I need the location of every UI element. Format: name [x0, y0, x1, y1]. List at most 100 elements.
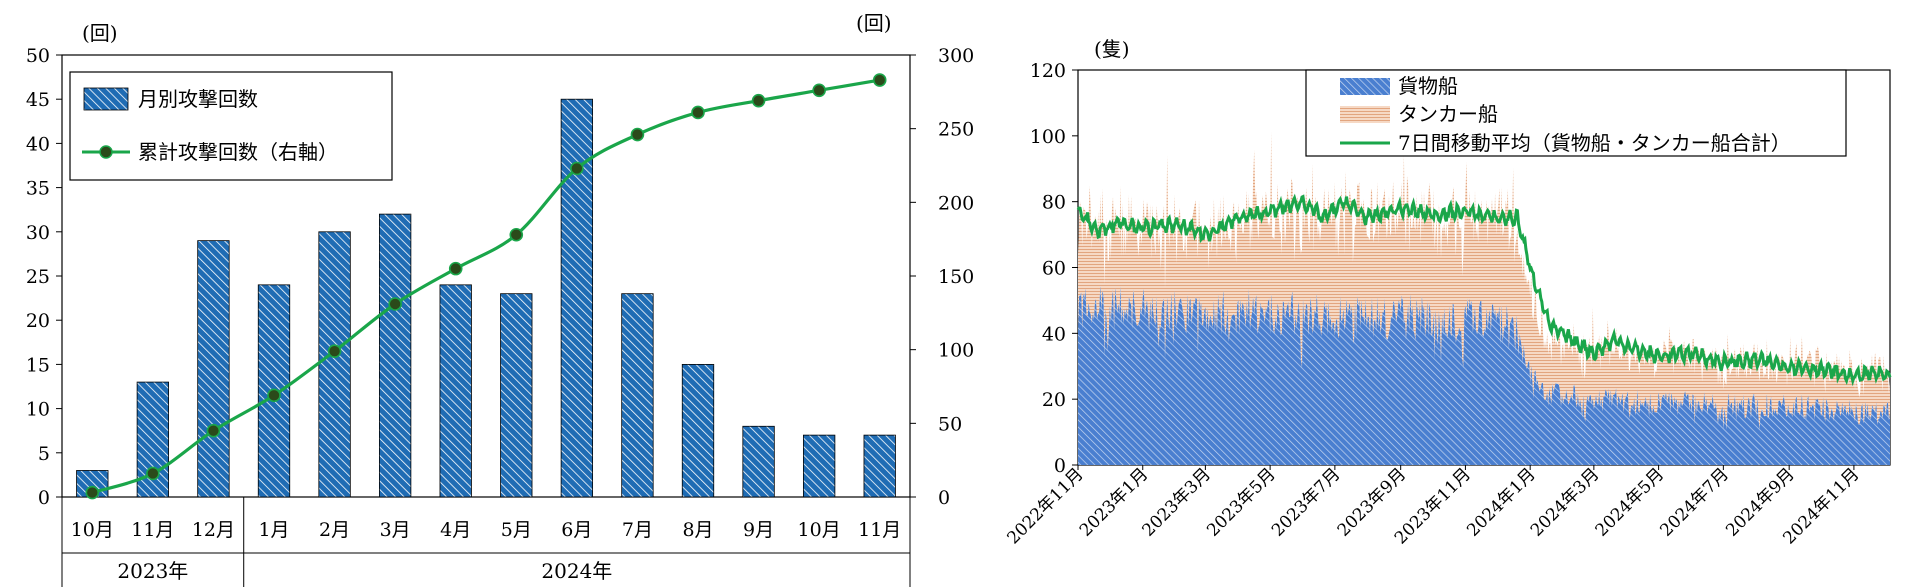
legend-cargo-label: 貨物船	[1398, 74, 1458, 98]
line-marker	[388, 297, 402, 311]
x-tick-label: 11月	[858, 519, 901, 541]
x-tick-label: 1月	[258, 519, 289, 541]
x-tick-label: 2024年3月	[1527, 464, 1603, 540]
y-tick-label: 0	[38, 487, 50, 509]
bar	[681, 363, 715, 498]
stacked-area-series	[1078, 131, 1890, 465]
bar	[742, 425, 775, 498]
bar	[802, 434, 836, 498]
legend-ma-label: 7日間移動平均（貨物船・タンカー船合計）	[1398, 131, 1791, 155]
line-marker	[509, 227, 524, 242]
line-marker	[85, 485, 100, 500]
y-tick-label: 10	[26, 399, 50, 421]
y-tick-label: 120	[1030, 60, 1066, 82]
left-y-unit: (回)	[82, 21, 118, 45]
y-tick-label: 0	[1054, 455, 1066, 477]
bar	[500, 293, 533, 498]
bar	[197, 240, 230, 498]
y-tick-label: 20	[26, 310, 50, 332]
y2-tick-label: 250	[938, 119, 974, 141]
x-tick-label: 9月	[743, 519, 774, 541]
left-legend: 月別攻撃回数 累計攻撃回数（右軸）	[69, 71, 393, 181]
bar	[621, 293, 654, 498]
x-tick-label: 10月	[71, 519, 114, 541]
x-tick-label: 8月	[682, 519, 713, 541]
line-marker	[812, 83, 826, 98]
date-axis-labels: 2022年11月2023年1月2023年3月2023年5月2023年7月2023…	[1003, 464, 1863, 548]
line-marker	[146, 466, 160, 481]
ship-transits-chart: (隻) 0 20 40 60 80 100 120 2022年11月2023年1月2023年…	[1003, 37, 1892, 548]
y2-tick-label: 300	[938, 45, 974, 67]
x-tick-label: 11月	[131, 519, 174, 541]
year-group-2024: 2024年	[541, 559, 612, 583]
y-tick-label: 5	[38, 443, 50, 465]
x-axis-labels: 10月 11月 12月 1月 2月 3月 4月 5月 6月 7月 8月 9月 10月 11月	[71, 519, 902, 541]
line-marker	[691, 105, 705, 120]
line-marker	[206, 423, 221, 438]
x-tick-label: 3月	[380, 519, 411, 541]
x-tick-label: 12月	[192, 519, 235, 541]
x-tick-label: 2024年5月	[1592, 464, 1668, 540]
legend-line-label: 累計攻撃回数（右軸）	[138, 140, 338, 164]
legend-marker	[99, 145, 113, 159]
y-tick-label: 60	[1042, 258, 1066, 280]
x-tick-label: 5月	[501, 519, 532, 541]
legend-bar-swatch	[83, 87, 129, 111]
bar	[318, 231, 351, 498]
legend-cargo-swatch	[1340, 78, 1390, 95]
y-tick-label: 80	[1042, 192, 1066, 214]
x-tick-label: 2023年7月	[1268, 464, 1344, 540]
line-marker	[267, 388, 281, 403]
y-tick-label: 45	[26, 89, 50, 111]
year-group-2023: 2023年	[117, 559, 188, 583]
y-tick-label: 50	[26, 45, 50, 67]
line-marker	[448, 261, 463, 276]
right-y-unit: (回)	[856, 11, 892, 35]
right-chart-y-unit: (隻)	[1094, 37, 1130, 61]
bar	[863, 434, 896, 498]
moving-average-series	[1076, 193, 1892, 387]
left-axes: 0 5 10 15 20 25 30 35 40 45 50 0 50 100 150 200 250 300	[26, 45, 974, 587]
cumulative-line-series	[85, 73, 887, 500]
y2-tick-label: 50	[938, 413, 962, 435]
line-marker	[630, 127, 645, 142]
y2-tick-label: 100	[938, 340, 974, 362]
y2-tick-label: 0	[938, 487, 950, 509]
y-tick-label: 100	[1030, 126, 1066, 148]
line-marker	[751, 93, 766, 108]
legend-box	[1305, 69, 1847, 157]
line-marker	[570, 161, 584, 176]
moving-average-line	[1076, 193, 1892, 387]
monthly-attacks-chart: (回) (回) 0 5 10 15 20 25 30 35 40 45 50 0 50 100 150 200…	[26, 11, 974, 587]
x-tick-label: 4月	[440, 519, 471, 541]
x-tick-label: 2024年7月	[1656, 464, 1732, 540]
y-tick-label: 20	[1042, 389, 1066, 411]
line-marker	[327, 344, 342, 358]
legend-tanker-swatch	[1340, 106, 1390, 123]
x-tick-label: 6月	[561, 519, 592, 541]
x-tick-label: 2023年3月	[1138, 464, 1214, 540]
bar	[378, 213, 412, 498]
legend-tanker-label: タンカー船	[1398, 102, 1498, 126]
tanker-area	[1078, 131, 1890, 430]
bar	[439, 284, 472, 498]
line-marker	[872, 73, 887, 87]
legend-bar-label: 月別攻撃回数	[138, 87, 258, 111]
y-tick-label: 40	[1042, 323, 1066, 345]
y2-tick-label: 200	[938, 192, 974, 214]
y-tick-label: 40	[26, 133, 50, 155]
x-tick-label: 10月	[798, 519, 841, 541]
y-tick-label: 15	[26, 354, 50, 376]
y-tick-label: 30	[26, 222, 50, 244]
y2-tick-label: 150	[938, 266, 974, 288]
y-tick-label: 25	[26, 266, 50, 288]
bar-series	[76, 98, 896, 498]
x-tick-label: 2023年5月	[1203, 464, 1279, 540]
x-tick-label: 2月	[319, 519, 350, 541]
x-tick-label: 2022年11月	[1003, 464, 1087, 548]
x-tick-label: 7月	[622, 519, 653, 541]
y-tick-label: 35	[26, 178, 50, 200]
right-legend: 貨物船 タンカー船 7日間移動平均（貨物船・タンカー船合計）	[1305, 69, 1847, 157]
cargo-area	[1078, 285, 1890, 465]
